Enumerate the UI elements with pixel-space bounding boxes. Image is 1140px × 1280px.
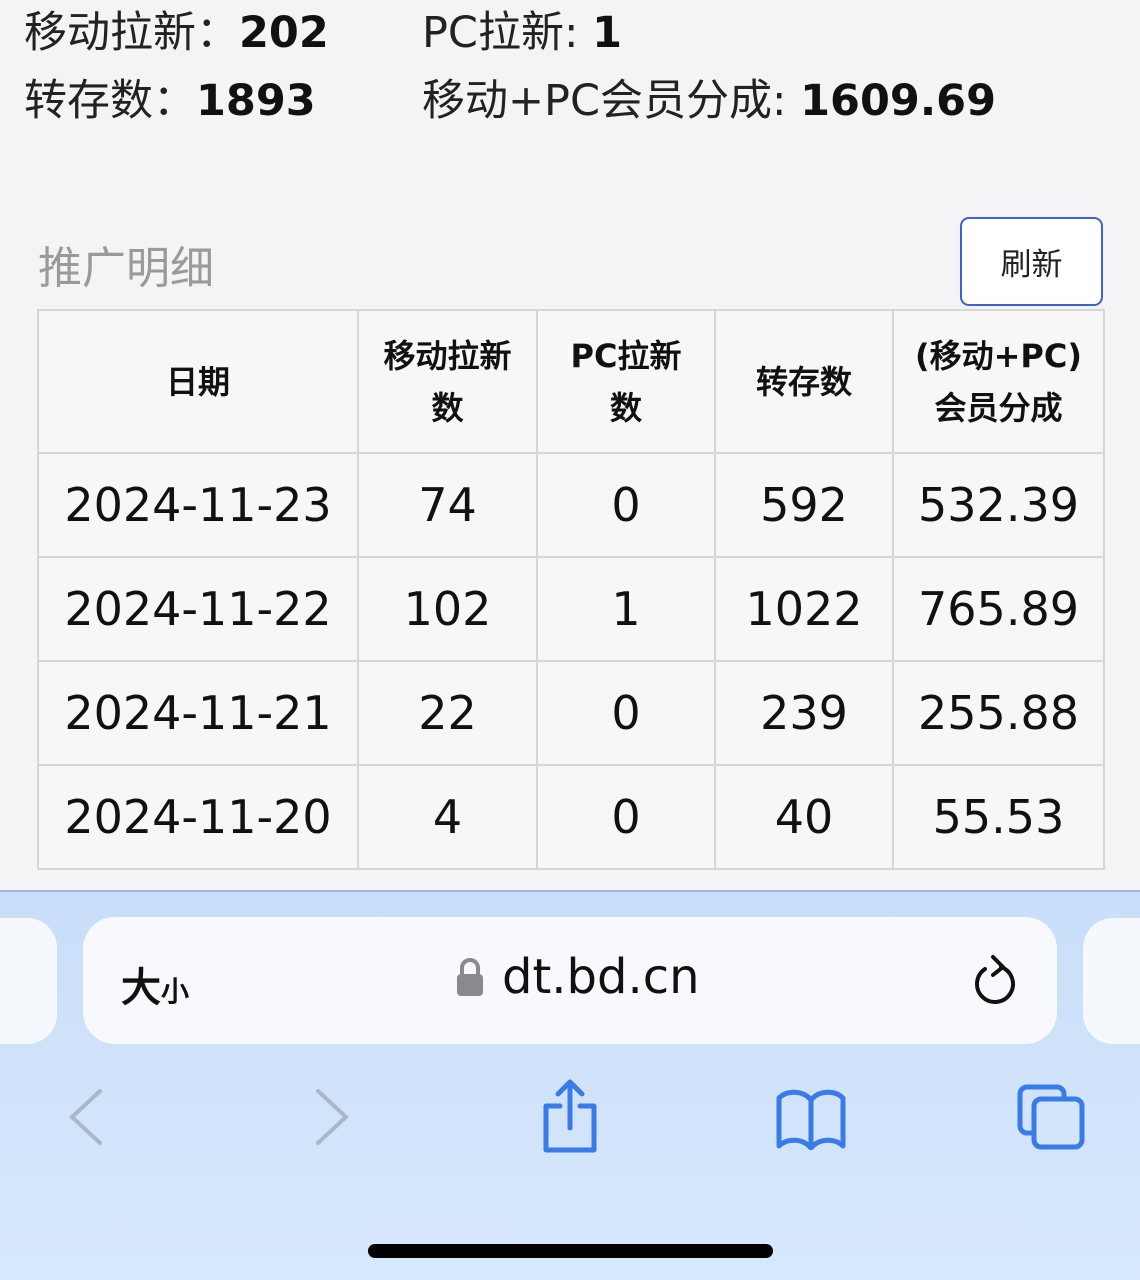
text-size-button[interactable]: 大小 (121, 955, 189, 1013)
mobile-new-cell: 74 (357, 452, 538, 558)
url-text: dt.bd.cn (502, 949, 700, 1005)
saves-stat: 转存数：1893 (24, 66, 316, 128)
mobile-new-cell: 4 (357, 764, 538, 870)
table-row: 2024-11-20 4 0 40 55.53 (37, 764, 1105, 870)
saves-cell: 592 (714, 452, 894, 558)
url-display[interactable]: dt.bd.cn (456, 949, 700, 1005)
header-pc-new: PC拉新数 (536, 309, 716, 454)
forward-icon[interactable] (312, 1087, 352, 1147)
address-bar[interactable]: 大小 dt.bd.cn (83, 917, 1057, 1044)
next-tab-pill[interactable] (1083, 918, 1140, 1044)
saves-cell: 40 (714, 764, 894, 870)
table-row: 2024-11-21 22 0 239 255.88 (37, 660, 1105, 766)
label: 移动+PC会员分成: (422, 76, 801, 126)
header-date: 日期 (37, 309, 359, 454)
label: 转存数： (24, 76, 196, 126)
pc-new-cell: 1 (536, 556, 716, 662)
share-icon[interactable] (540, 1078, 600, 1154)
header-saves: 转存数 (714, 309, 894, 454)
pc-new-cell: 0 (536, 764, 716, 870)
value: 1 (592, 8, 623, 58)
bookmarks-icon[interactable] (775, 1088, 847, 1150)
saves-cell: 239 (714, 660, 894, 766)
section-title: 推广明细 (38, 243, 214, 294)
value: 1609.69 (800, 76, 996, 126)
pc-new-cell: 0 (536, 452, 716, 558)
reload-icon[interactable] (971, 953, 1019, 1007)
share-stat: 移动+PC会员分成: 1609.69 (422, 66, 996, 128)
mobile-new-cell: 22 (357, 660, 538, 766)
date-cell: 2024-11-23 (37, 452, 359, 558)
pc-new-stat: PC拉新: 1 (422, 0, 622, 60)
previous-tab-pill[interactable] (0, 918, 57, 1044)
promotion-table: 日期 移动拉新数 PC拉新数 转存数 (移动+PC)会员分成 2024-11-2… (37, 309, 1105, 870)
share-cell: 532.39 (892, 452, 1105, 558)
label: PC拉新: (422, 8, 593, 58)
table-header-row: 日期 移动拉新数 PC拉新数 转存数 (移动+PC)会员分成 (37, 309, 1105, 454)
home-indicator[interactable] (368, 1244, 773, 1258)
value: 202 (239, 8, 329, 58)
text-size-big: 大 (121, 965, 161, 1011)
value: 1893 (196, 76, 316, 126)
table-row: 2024-11-22 102 1 1022 765.89 (37, 556, 1105, 662)
browser-toolbar: 大小 dt.bd.cn (0, 890, 1140, 1280)
text-size-small: 小 (161, 975, 190, 1008)
lock-icon (457, 958, 483, 996)
label: 移动拉新： (24, 8, 239, 58)
date-cell: 2024-11-21 (37, 660, 359, 766)
saves-cell: 1022 (714, 556, 894, 662)
header-share: (移动+PC)会员分成 (892, 309, 1105, 454)
share-cell: 55.53 (892, 764, 1105, 870)
header-mobile-new: 移动拉新数 (357, 309, 538, 454)
share-cell: 765.89 (892, 556, 1105, 662)
table-row: 2024-11-23 74 0 592 532.39 (37, 452, 1105, 558)
refresh-button[interactable]: 刷新 (960, 217, 1103, 306)
mobile-new-stat: 移动拉新：202 (24, 0, 329, 60)
back-icon[interactable] (66, 1087, 106, 1147)
share-cell: 255.88 (892, 660, 1105, 766)
mobile-new-cell: 102 (357, 556, 538, 662)
date-cell: 2024-11-22 (37, 556, 359, 662)
pc-new-cell: 0 (536, 660, 716, 766)
tabs-icon[interactable] (1017, 1084, 1087, 1150)
date-cell: 2024-11-20 (37, 764, 359, 870)
